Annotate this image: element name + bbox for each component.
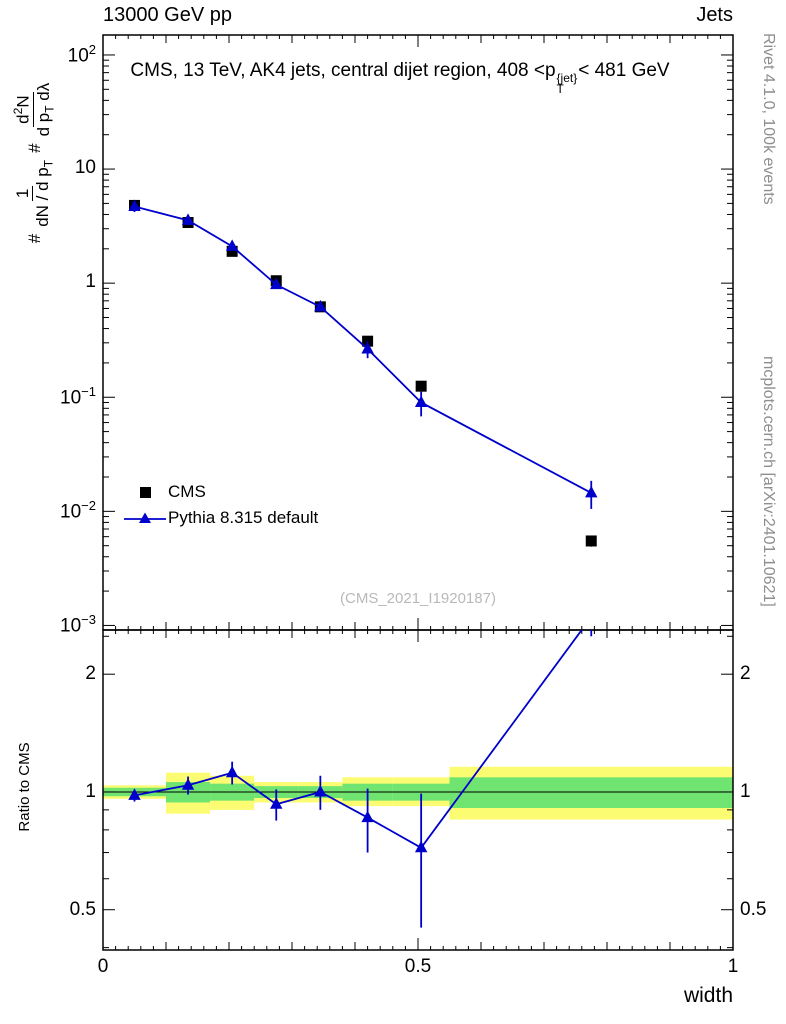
pythia-data-point bbox=[314, 299, 327, 312]
ylabel-hash-1: # bbox=[24, 233, 44, 244]
ratio-y-tick-label-left: 1 bbox=[85, 780, 96, 802]
main-y-tick-label: 10−3 bbox=[60, 612, 96, 637]
ylabel-frac2-den: d pT dλ bbox=[34, 82, 57, 137]
ylabel-frac2-num: d2N bbox=[11, 92, 35, 127]
x-tick-label: 1 bbox=[727, 956, 739, 977]
ylabel-fraction-2: d2N d pT dλ bbox=[11, 82, 57, 137]
main-y-tick-label: 10 bbox=[74, 157, 96, 179]
main-y-tick-label: 10−2 bbox=[60, 498, 96, 523]
ratio-panel-frame bbox=[102, 629, 734, 951]
legend-label-cms: CMS bbox=[168, 482, 206, 501]
mcplots-reference-label: mcplots.cern.ch [arXiv:2401.10621] bbox=[760, 356, 777, 607]
pythia-line bbox=[134, 205, 592, 494]
pythia-data-point bbox=[181, 213, 195, 225]
pythia-data-point bbox=[585, 610, 597, 622]
uncertainty-bands bbox=[103, 766, 733, 820]
cms-data-point bbox=[585, 535, 597, 547]
rivet-version-label: Rivet 4.1.0, 100k events bbox=[760, 33, 777, 205]
main-y-tick-label: 10−1 bbox=[60, 384, 96, 409]
pt-jet-sup: {jet} bbox=[556, 71, 578, 85]
cms-data-point bbox=[415, 380, 427, 392]
cms-data-point bbox=[226, 245, 238, 257]
plot-title: CMS, 13 TeV, AK4 jets, central dijet reg… bbox=[50, 60, 750, 95]
ratio-line bbox=[134, 630, 583, 849]
pythia-data-point bbox=[414, 840, 428, 853]
pythia-data-point bbox=[361, 810, 374, 823]
pythia-data-point bbox=[270, 277, 283, 290]
pythia-line-triangle-marker-icon bbox=[122, 510, 168, 526]
ratio-y-tick-label-left: 0.5 bbox=[69, 898, 96, 920]
pythia-data-point bbox=[128, 788, 141, 800]
pt-jet-sub: T bbox=[556, 81, 564, 96]
main-y-tick-label: 102 bbox=[67, 41, 96, 67]
main-y-tick-label: 1 bbox=[85, 271, 96, 293]
main-series bbox=[128, 199, 598, 547]
plot-title-pre: CMS, 13 TeV, AK4 jets, central dijet reg… bbox=[130, 60, 556, 81]
ratio-series bbox=[128, 610, 597, 928]
analysis-id-watermark: (CMS_2021_I1920187) bbox=[340, 590, 496, 607]
ylabel-frac1-num: 1 bbox=[12, 185, 34, 202]
cms-square-marker-icon bbox=[122, 486, 168, 498]
legend-label-pythia: Pythia 8.315 default bbox=[168, 508, 319, 527]
process-label: Jets bbox=[696, 4, 733, 26]
plot-title-post: < 481 GeV bbox=[578, 60, 670, 81]
pythia-data-point bbox=[270, 797, 283, 809]
pythia-data-point bbox=[361, 341, 374, 354]
beam-energy-label: 13000 GeV pp bbox=[103, 4, 232, 26]
pythia-data-point bbox=[314, 784, 327, 797]
pythia-data-point bbox=[225, 765, 239, 778]
ratio-y-tick-label-right: 0.5 bbox=[740, 898, 767, 920]
legend-entry-pythia: Pythia 8.315 default bbox=[122, 505, 318, 531]
legend-entry-cms: CMS bbox=[122, 479, 318, 505]
x-tick-label: 0.5 bbox=[404, 956, 432, 977]
pythia-data-point bbox=[585, 485, 598, 498]
legend: CMS Pythia 8.315 default bbox=[122, 479, 318, 531]
ylabel-hash-2: # bbox=[24, 143, 44, 153]
ratio-y-tick-label-right: 2 bbox=[740, 663, 751, 685]
x-axis-label: width bbox=[683, 984, 733, 1007]
pythia-data-point bbox=[414, 395, 428, 407]
ratio-y-axis-label: Ratio to CMS bbox=[16, 742, 33, 832]
ratio-y-tick-label-right: 1 bbox=[740, 780, 751, 802]
pythia-data-point bbox=[128, 199, 141, 211]
x-tick-label: 0 bbox=[97, 956, 109, 977]
pythia-data-point bbox=[181, 778, 195, 790]
ratio-y-tick-label-left: 2 bbox=[85, 663, 96, 685]
pt-jet-notation: {jet} T bbox=[556, 71, 578, 96]
pythia-data-point bbox=[225, 239, 239, 251]
main-panel-frame bbox=[102, 34, 734, 631]
